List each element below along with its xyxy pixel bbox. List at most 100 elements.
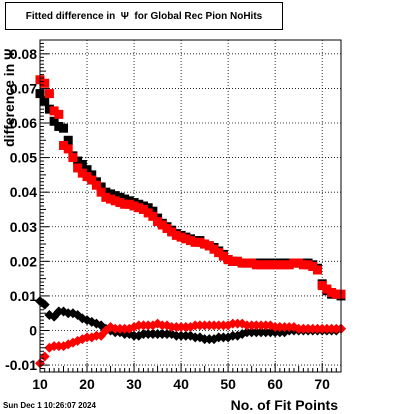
chart-title-box: Fitted difference in Ψ for Global Rec Pi…: [5, 2, 283, 30]
data-point-square-s1: [270, 260, 280, 270]
data-point-square-s1: [82, 172, 92, 182]
data-point-square-s1: [143, 208, 153, 218]
y-tick-label: 0.08: [10, 46, 37, 62]
data-point-square-s0: [110, 191, 120, 201]
data-point-square-s1: [195, 237, 205, 247]
data-point-square-s0: [54, 121, 64, 131]
data-point-square-s1: [171, 230, 181, 240]
data-point-square-s1: [129, 201, 139, 211]
data-point-square-s1: [256, 260, 266, 270]
data-point-square-s1: [115, 198, 125, 208]
data-point-square-s1: [308, 262, 318, 272]
data-point-square-s1: [49, 106, 59, 116]
data-markers: [35, 75, 346, 369]
data-point-square-s1: [251, 260, 261, 270]
data-point-square-s0: [40, 96, 50, 106]
data-point-square-s1: [280, 260, 290, 270]
data-point-square-s1: [214, 248, 224, 258]
x-tick-label: 60: [267, 376, 283, 392]
y-tick-label: 0: [29, 323, 37, 339]
data-point-square-s1: [294, 258, 304, 268]
data-point-square-s1: [312, 265, 322, 275]
data-point-square-s1: [157, 220, 167, 230]
data-point-square-s0: [106, 189, 116, 199]
data-point-square-s0: [143, 203, 153, 213]
data-point-square-s0: [44, 104, 54, 114]
data-point-square-s1: [265, 260, 275, 270]
data-point-square-s0: [77, 160, 87, 169]
data-point-square-s1: [96, 187, 106, 197]
x-tick-label: 20: [79, 376, 95, 392]
data-point-square-s1: [87, 175, 97, 185]
y-tick-label: 0.02: [10, 253, 37, 269]
data-point-square-s1: [327, 287, 337, 297]
data-point-square-s1: [200, 239, 210, 249]
data-point-square-s1: [247, 258, 257, 268]
x-tick-label: 50: [220, 376, 236, 392]
data-point-square-s0: [120, 194, 130, 204]
data-point-square-s1: [162, 223, 172, 233]
data-point-square-s1: [91, 180, 101, 190]
axes: [39, 39, 342, 373]
date-stamp: Sun Dec 1 10:26:07 2024: [3, 401, 96, 410]
data-point-square-s1: [134, 203, 144, 213]
data-point-square-s1: [204, 241, 214, 251]
data-point-square-s1: [331, 289, 341, 299]
data-point-square-s1: [233, 256, 243, 266]
data-point-square-s1: [181, 234, 191, 244]
data-point-square-s0: [96, 182, 106, 192]
data-point-square-s1: [261, 260, 271, 270]
data-point-square-s1: [148, 211, 158, 221]
y-tick-label: 0.01: [10, 288, 37, 304]
y-axis-label: difference in Ψ: [1, 48, 17, 147]
data-point-square-s1: [186, 236, 195, 246]
x-tick-label: 30: [126, 376, 142, 392]
data-point-square-s1: [54, 109, 64, 119]
data-point-square-s1: [298, 260, 308, 270]
data-point-square-s1: [40, 78, 50, 88]
data-point-square-s1: [68, 153, 78, 163]
data-point-square-s1: [303, 260, 313, 270]
data-point-diamond-s2: [39, 299, 50, 310]
y-tick-label: 0.04: [10, 184, 37, 200]
grid-lines: [39, 40, 341, 372]
data-point-square-s1: [110, 196, 120, 206]
data-point-square-s1: [101, 192, 111, 202]
data-point-square-s1: [138, 204, 148, 214]
data-point-square-s0: [87, 170, 97, 180]
y-tick-label: 0.06: [10, 115, 37, 131]
data-point-square-s0: [49, 116, 59, 126]
data-point-square-s1: [275, 260, 285, 270]
data-point-square-s1: [167, 227, 177, 237]
data-point-square-s1: [106, 194, 116, 204]
data-point-square-s1: [63, 144, 73, 154]
data-point-diamond-s3: [39, 351, 50, 362]
y-tick-label: 0.03: [10, 219, 37, 235]
data-point-square-s1: [77, 168, 87, 178]
data-point-square-s1: [73, 163, 83, 173]
data-point-square-s0: [63, 135, 73, 145]
data-point-square-s0: [59, 123, 69, 133]
data-point-square-s1: [228, 256, 238, 266]
data-point-square-s1: [242, 258, 252, 268]
data-point-square-s0: [148, 206, 158, 216]
data-point-square-s1: [44, 89, 54, 99]
data-point-square-s0: [101, 187, 111, 197]
chart-title: Fitted difference in Ψ for Global Rec Pi…: [25, 10, 263, 22]
data-point-square-s0: [82, 165, 92, 175]
data-point-square-s1: [317, 281, 327, 291]
data-point-square-s1: [322, 284, 332, 294]
data-point-square-s1: [124, 199, 134, 209]
data-point-square-s1: [284, 260, 294, 270]
data-point-square-s1: [289, 258, 299, 268]
data-point-square-s1: [218, 251, 228, 261]
y-tick-label: 0.07: [10, 80, 37, 96]
data-point-square-s1: [237, 258, 247, 268]
data-point-square-s0: [115, 192, 125, 202]
x-tick-label: 40: [173, 376, 189, 392]
data-point-square-s1: [176, 232, 186, 242]
data-point-square-s1: [190, 237, 200, 247]
y-tick-label: -0.01: [5, 357, 37, 373]
y-tick-label: 0.05: [10, 150, 37, 166]
